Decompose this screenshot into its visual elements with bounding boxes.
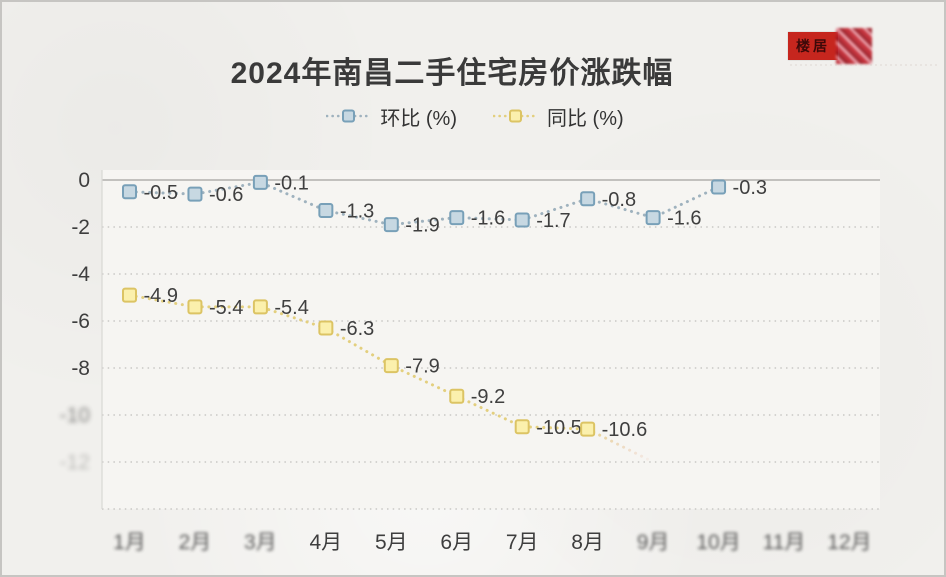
legend-marker-icon (493, 109, 539, 123)
brand-logo: 楼居 (788, 28, 872, 64)
chart-legend: 环比 (%) 同比 (%) (2, 102, 944, 131)
series-line-1 (128, 293, 590, 431)
data-point-marker (711, 179, 727, 195)
data-point-label: -1.6 (471, 208, 505, 230)
legend-item-1: 同比 (%) (493, 102, 624, 131)
x-axis-tick-label: 3月 (244, 531, 277, 554)
data-point-marker (449, 388, 465, 404)
data-point-marker (187, 186, 203, 202)
data-point-label: -0.1 (274, 172, 308, 194)
data-point-marker (449, 210, 465, 226)
x-axis-tick-label: 1月 (113, 531, 146, 554)
data-point-label: -0.5 (144, 182, 178, 204)
x-axis-tick-label: 6月 (440, 531, 473, 554)
data-point-label: -1.9 (405, 215, 439, 237)
data-point-label: -4.9 (144, 285, 178, 307)
brand-logo-text: 楼居 (788, 32, 838, 60)
y-axis-tick-label: -8 (71, 357, 90, 380)
data-point-marker (122, 287, 137, 303)
data-point-marker (383, 217, 399, 233)
y-axis-tick-label: -4 (71, 263, 90, 286)
data-point-marker (514, 419, 530, 435)
data-point-marker (252, 174, 268, 190)
data-point-marker (645, 210, 661, 226)
data-point-label: -0.6 (209, 184, 243, 206)
x-axis-tick-label: 8月 (571, 531, 604, 554)
data-point-label: -10.6 (602, 419, 648, 441)
data-point-label: -7.9 (405, 356, 439, 378)
x-axis-tick-label: 9月 (637, 531, 670, 554)
data-point-marker (580, 421, 596, 437)
data-point-label: -10.5 (536, 417, 582, 439)
data-point-label: -1.7 (536, 210, 570, 232)
data-point-label: -1.6 (667, 208, 701, 230)
series-fade-tail (586, 427, 655, 464)
data-point-marker (383, 358, 399, 374)
legend-label: 环比 (%) (380, 107, 457, 130)
data-point-label: -5.4 (209, 297, 243, 319)
data-point-marker (318, 320, 334, 336)
data-point-label: -1.3 (340, 201, 374, 223)
x-axis-tick-label: 7月 (506, 531, 539, 554)
x-axis-tick-label: 5月 (375, 531, 408, 554)
y-axis-tick-label: -2 (71, 216, 90, 239)
y-axis-tick-label: -6 (71, 310, 90, 333)
data-point-label: -0.3 (733, 177, 767, 199)
data-point-marker (580, 191, 596, 207)
data-point-marker (252, 299, 268, 315)
x-axis-tick-label: 2月 (179, 531, 212, 554)
y-axis-tick-label: -12 (60, 451, 90, 474)
x-axis-tick-label: 11月 (763, 531, 806, 554)
chart-title: 2024年南昌二手住宅房价涨跌幅 (230, 57, 674, 90)
x-axis-tick-label: 12月 (827, 531, 871, 554)
data-point-label: -0.8 (602, 189, 636, 211)
legend-marker-icon (326, 109, 373, 123)
x-axis-tick-label: 10月 (696, 531, 740, 554)
data-point-marker (187, 299, 203, 315)
legend-item-0: 环比 (%) (326, 102, 457, 131)
data-point-label: -9.2 (471, 386, 505, 408)
legend-label: 同比 (%) (547, 107, 624, 130)
x-axis-tick-label: 4月 (310, 531, 343, 554)
data-point-label: -6.3 (340, 318, 374, 340)
y-axis-tick-label: 0 (78, 169, 90, 192)
data-point-marker (514, 212, 530, 228)
data-point-marker (122, 184, 137, 200)
y-axis-tick-label: -10 (60, 404, 90, 427)
data-point-label: -5.4 (274, 297, 308, 319)
data-point-marker (318, 203, 334, 219)
brand-seal-stamp-icon (836, 28, 872, 64)
